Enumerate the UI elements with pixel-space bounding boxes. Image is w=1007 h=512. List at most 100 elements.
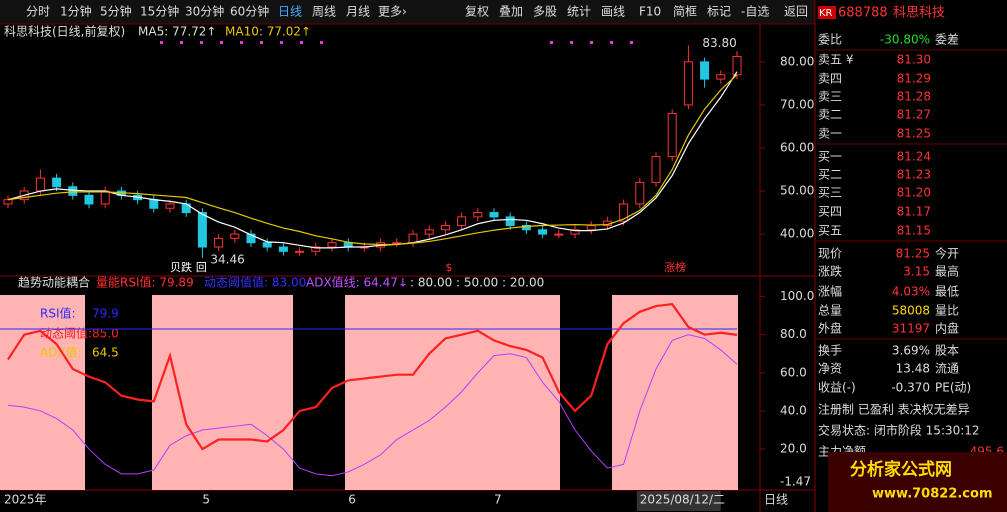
candle-body	[327, 242, 337, 248]
quote-value: 58008	[892, 304, 930, 318]
quote-label: 涨幅	[818, 284, 842, 299]
y-tick-label: 80.00	[780, 54, 814, 68]
y-tick-label: 100.0	[780, 289, 814, 303]
quote-label: 今开	[935, 246, 959, 261]
quote-label: 买三	[818, 186, 842, 200]
quote-value: 3.69%	[892, 344, 930, 358]
quote-label: 净资	[818, 362, 842, 376]
quote-label: 收益(-)	[818, 381, 856, 395]
legend-rsi: RSI值:	[40, 306, 76, 321]
tool-button[interactable]: 标记	[707, 5, 731, 19]
candle-body	[505, 216, 515, 226]
header-threshold: 动态阈值值: 83.00	[204, 275, 306, 290]
quote-label: 卖二	[818, 108, 842, 122]
legend-adx-value: 64.5	[92, 346, 119, 360]
candle-body	[538, 229, 548, 235]
tool-button[interactable]: 统计	[567, 5, 591, 19]
tool-button[interactable]: 画线	[601, 5, 625, 19]
watermark: www.70822.com	[872, 487, 993, 502]
quote-value: 81.28	[897, 90, 931, 104]
x-tick-label: 5	[202, 493, 210, 507]
x-tick-label: 2025年	[4, 493, 47, 507]
candle-body	[84, 194, 94, 205]
tab[interactable]: 日线	[278, 5, 302, 19]
quote-value: 81.24	[897, 150, 931, 164]
tool-button[interactable]: 多股	[533, 5, 557, 19]
candle-body	[651, 156, 661, 183]
quote-label: 卖三	[818, 90, 842, 104]
candle-body	[197, 212, 207, 248]
candle-body	[35, 177, 45, 192]
quote-value: 31197	[892, 322, 930, 336]
quote-label: PE(动)	[935, 381, 971, 395]
signal-dot	[180, 41, 183, 44]
tab[interactable]: 1分钟	[60, 4, 92, 19]
signal-dot	[300, 41, 303, 44]
tool-button[interactable]: 复权	[465, 5, 489, 19]
quote-value: 4.03%	[892, 285, 930, 299]
candle-body	[52, 177, 62, 188]
signal-dot	[220, 41, 223, 44]
signal-dot	[570, 41, 573, 44]
candle-body	[230, 233, 240, 239]
quote-label: 涨跌	[818, 264, 842, 279]
quote-value: 3.15	[903, 265, 930, 279]
quote-value: 81.15	[897, 224, 931, 238]
tab[interactable]: 周线	[312, 5, 336, 19]
candle-body	[3, 199, 13, 205]
tab[interactable]: 分时	[26, 5, 50, 19]
tab[interactable]: 5分钟	[100, 4, 132, 19]
zone	[152, 295, 293, 490]
tab[interactable]: 月线	[346, 5, 370, 19]
tab[interactable]: 30分钟	[185, 4, 224, 19]
candle-body	[343, 242, 353, 248]
quote-label: 买四	[818, 205, 842, 219]
tab[interactable]: 15分钟	[140, 4, 179, 19]
tool-button[interactable]: 叠加	[499, 5, 523, 19]
tab[interactable]: 更多›	[378, 5, 407, 19]
quote-label: 卖五 ¥	[818, 53, 854, 67]
tool-button[interactable]: -自选	[741, 5, 769, 19]
y-tick-label: 40.00	[780, 227, 814, 241]
badge: KR	[819, 8, 833, 19]
y-tick-label: -1.47	[780, 475, 811, 489]
stock-code: 688788	[838, 6, 888, 21]
header-adx: ADX值线: 64.47↓	[306, 275, 408, 290]
ma-line	[7, 71, 738, 249]
signal-label: 贝跌	[170, 260, 192, 274]
candle-body	[214, 237, 224, 248]
candle-body	[424, 229, 434, 235]
tool-button[interactable]: 简框	[673, 5, 697, 19]
quote-label: 最低	[935, 285, 959, 299]
ma10-label: MA10: 77.02↑	[225, 25, 311, 39]
quote-label: 最高	[935, 264, 959, 279]
ma-line	[7, 74, 738, 246]
quote-label: 内盘	[935, 321, 959, 336]
quote-label: 总量	[818, 304, 842, 318]
adx-line	[7, 334, 738, 477]
quote-label: 买一	[818, 150, 842, 164]
annotation: 34.46	[210, 252, 244, 266]
x-tick-label: 2025/08/12/二	[640, 493, 725, 507]
quote-label: 买五	[818, 224, 842, 238]
legend-rsi-value: 79.9	[92, 307, 119, 321]
quote-value: 81.30	[897, 53, 931, 67]
candle-body	[311, 246, 321, 252]
y-tick-label: 70.00	[780, 97, 814, 111]
candle-body	[262, 242, 272, 248]
zone	[0, 295, 85, 490]
y-tick-label: 60.00	[780, 140, 814, 154]
quote-value: 81.25	[896, 247, 930, 261]
quote-value: 81.27	[897, 108, 931, 122]
candle-body	[554, 233, 564, 236]
tool-button[interactable]: 返回	[784, 5, 808, 19]
tool-button[interactable]: F10	[639, 5, 661, 19]
period-tab[interactable]: 日线	[764, 493, 788, 507]
candle-body	[683, 61, 693, 106]
tab[interactable]: 60分钟	[230, 4, 269, 19]
y-tick-label: 80.0	[780, 327, 807, 341]
quote-label: 量比	[935, 304, 959, 318]
quote-label: 卖一	[818, 127, 842, 141]
quote-label: 委差	[935, 33, 959, 47]
